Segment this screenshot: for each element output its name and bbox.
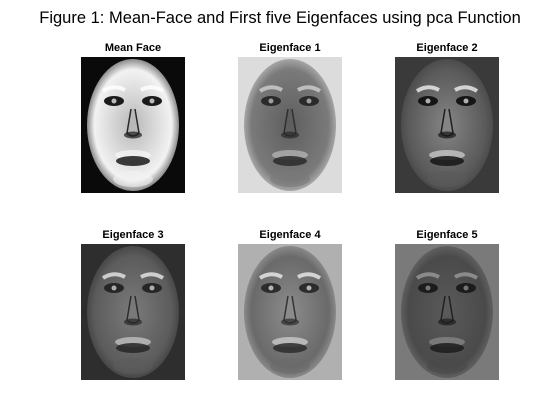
chin <box>113 358 153 374</box>
right-eye-highlight <box>149 98 155 104</box>
panel-title: Eigenface 4 <box>259 229 321 241</box>
panel-title: Eigenface 3 <box>102 229 164 241</box>
panel-eigenface-2: Eigenface 2 <box>395 41 499 193</box>
left-brow <box>415 85 440 93</box>
right-eye-highlight <box>463 285 469 291</box>
mouth <box>116 156 150 166</box>
face-image <box>238 244 342 380</box>
right-brow <box>140 85 165 93</box>
left-eye-highlight <box>268 98 274 104</box>
face-image <box>81 57 185 193</box>
nostrils <box>438 318 456 326</box>
mouth <box>430 343 464 353</box>
panel-eigenface-3: Eigenface 3 <box>81 228 185 380</box>
left-eye-highlight <box>111 98 117 104</box>
panel-mean-face: Mean Face <box>81 41 185 193</box>
chin <box>270 358 310 374</box>
panel-title: Mean Face <box>104 42 162 54</box>
mouth <box>116 343 150 353</box>
right-eye-highlight <box>463 98 469 104</box>
panel-eigenface-1: Eigenface 1 <box>238 41 342 193</box>
left-eye-highlight <box>425 285 431 291</box>
nostrils <box>124 131 142 139</box>
chin <box>427 358 467 374</box>
face-image <box>81 244 185 380</box>
right-brow <box>140 272 165 280</box>
nostrils <box>281 318 299 326</box>
right-brow <box>297 85 322 93</box>
mouth <box>273 156 307 166</box>
nostrils <box>438 131 456 139</box>
left-eye-highlight <box>111 285 117 291</box>
chin <box>113 171 153 187</box>
panel-eigenface-4: Eigenface 4 <box>238 228 342 380</box>
right-brow <box>454 272 479 280</box>
left-brow <box>415 272 440 280</box>
face-image <box>395 244 499 380</box>
panel-title: Eigenface 2 <box>416 42 478 54</box>
right-brow <box>454 85 479 93</box>
panel-title: Eigenface 1 <box>259 42 321 54</box>
left-brow <box>258 272 283 280</box>
left-brow <box>101 272 126 280</box>
left-brow <box>258 85 283 93</box>
right-brow <box>297 272 322 280</box>
left-brow <box>101 85 126 93</box>
nostrils <box>124 318 142 326</box>
chin <box>427 171 467 187</box>
right-eye-highlight <box>306 98 312 104</box>
figure-title: Figure 1: Mean-Face and First five Eigen… <box>39 9 521 27</box>
mouth <box>430 156 464 166</box>
right-eye-highlight <box>149 285 155 291</box>
left-eye-highlight <box>425 98 431 104</box>
chin <box>270 171 310 187</box>
panel-eigenface-5: Eigenface 5 <box>395 228 499 380</box>
right-eye-highlight <box>306 285 312 291</box>
panel-title: Eigenface 5 <box>416 229 478 241</box>
left-eye-highlight <box>268 285 274 291</box>
nostrils <box>281 131 299 139</box>
face-image <box>238 57 342 193</box>
mouth <box>273 343 307 353</box>
face-image <box>395 57 499 193</box>
